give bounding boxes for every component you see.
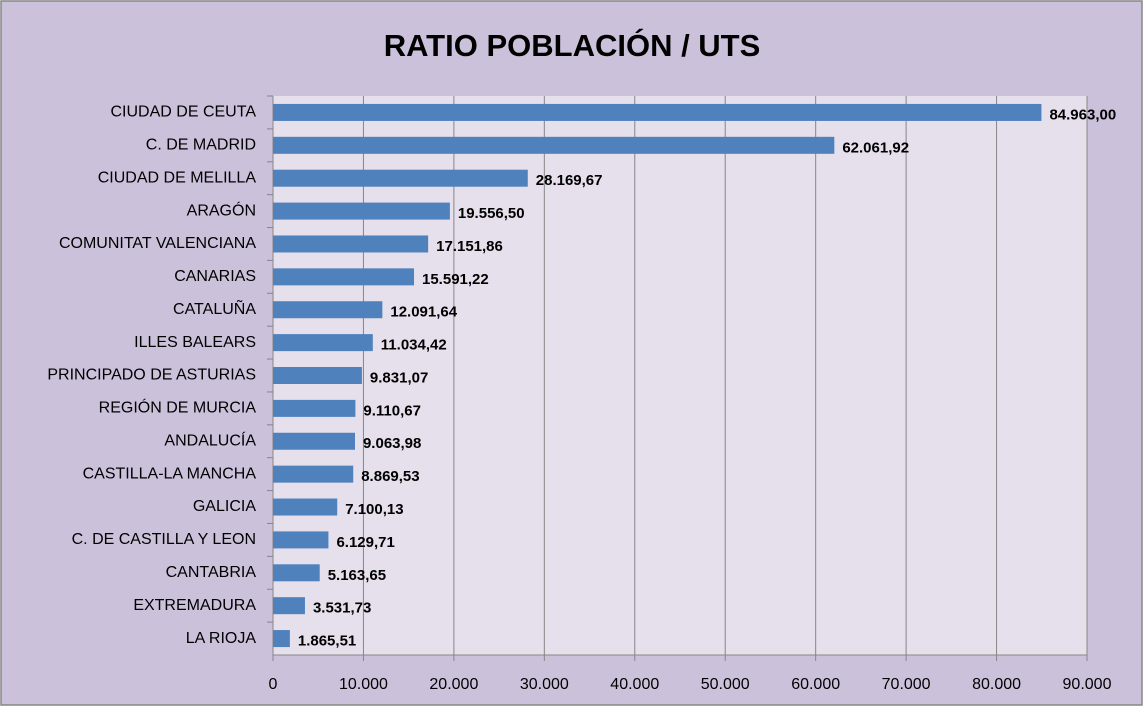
y-tick-label: C. DE MADRID bbox=[146, 137, 256, 154]
x-tick-label: 30.000 bbox=[520, 676, 569, 693]
bar bbox=[273, 301, 383, 319]
value-label: 9.063,98 bbox=[363, 435, 421, 452]
plot-area bbox=[273, 96, 1087, 655]
value-label: 19.556,50 bbox=[458, 205, 525, 222]
y-tick-label: CANTABRIA bbox=[166, 564, 257, 581]
value-label: 7.100,13 bbox=[345, 501, 403, 518]
value-label: 84.963,00 bbox=[1049, 106, 1116, 123]
bar bbox=[273, 235, 429, 253]
value-label: 17.151,86 bbox=[436, 238, 503, 255]
value-label: 1.865,51 bbox=[298, 633, 356, 650]
value-label: 9.110,67 bbox=[363, 402, 421, 419]
bar bbox=[273, 597, 305, 615]
y-tick-label: CANARIAS bbox=[174, 268, 256, 285]
x-tick-label: 80.000 bbox=[972, 676, 1021, 693]
bar bbox=[273, 268, 415, 286]
x-tick-label: 60.000 bbox=[791, 676, 840, 693]
y-tick-label: LA RIOJA bbox=[186, 630, 257, 647]
x-tick-label: 40.000 bbox=[610, 676, 659, 693]
y-tick-label: GALICIA bbox=[193, 498, 256, 515]
y-tick-label: ILLES BALEARS bbox=[134, 334, 256, 351]
y-tick-label: PRINCIPADO DE ASTURIAS bbox=[47, 367, 256, 384]
bar bbox=[273, 367, 362, 384]
y-tick-label: CASTILLA-LA MANCHA bbox=[83, 465, 257, 482]
x-tick-label: 20.000 bbox=[429, 676, 478, 693]
x-tick-label: 10.000 bbox=[339, 676, 388, 693]
value-label: 62.061,92 bbox=[842, 139, 909, 156]
chart-title: RATIO POBLACIÓN / UTS bbox=[384, 27, 761, 63]
y-tick-label: COMUNITAT VALENCIANA bbox=[59, 235, 256, 252]
value-label: 12.091,64 bbox=[390, 304, 457, 321]
value-label: 15.591,22 bbox=[422, 271, 489, 288]
x-tick-label: 50.000 bbox=[701, 676, 750, 693]
y-tick-label: CIUDAD DE MELILLA bbox=[98, 169, 257, 186]
value-label: 11.034,42 bbox=[381, 337, 447, 354]
y-tick-label: ARAGÓN bbox=[187, 200, 256, 219]
value-label: 9.831,07 bbox=[370, 369, 428, 386]
x-tick-label: 0 bbox=[269, 676, 278, 693]
bar bbox=[273, 498, 338, 516]
bar bbox=[273, 136, 835, 154]
bar bbox=[273, 103, 1042, 121]
value-label: 28.169,67 bbox=[536, 172, 603, 189]
value-label: 5.163,65 bbox=[328, 567, 386, 584]
x-tick-label: 70.000 bbox=[882, 676, 931, 693]
bar bbox=[273, 399, 356, 417]
x-tick-label: 90.000 bbox=[1063, 676, 1112, 693]
bar bbox=[273, 531, 329, 549]
bar bbox=[273, 169, 528, 187]
bar bbox=[273, 564, 320, 582]
y-tick-label: CIUDAD DE CEUTA bbox=[111, 104, 257, 121]
value-label: 3.531,73 bbox=[313, 600, 371, 617]
bar bbox=[273, 334, 373, 352]
bar bbox=[273, 202, 450, 220]
bar bbox=[273, 465, 354, 483]
y-tick-label: CATALUÑA bbox=[173, 298, 256, 318]
bar bbox=[273, 432, 355, 450]
y-tick-label: EXTREMADURA bbox=[133, 597, 256, 614]
bar bbox=[273, 630, 290, 648]
value-label: 6.129,71 bbox=[336, 534, 394, 551]
value-label: 8.869,53 bbox=[361, 468, 419, 485]
y-tick-label: REGIÓN DE MURCIA bbox=[99, 398, 257, 417]
y-tick-label: ANDALUCÍA bbox=[164, 430, 256, 449]
y-tick-label: C. DE CASTILLA Y LEON bbox=[72, 531, 256, 548]
